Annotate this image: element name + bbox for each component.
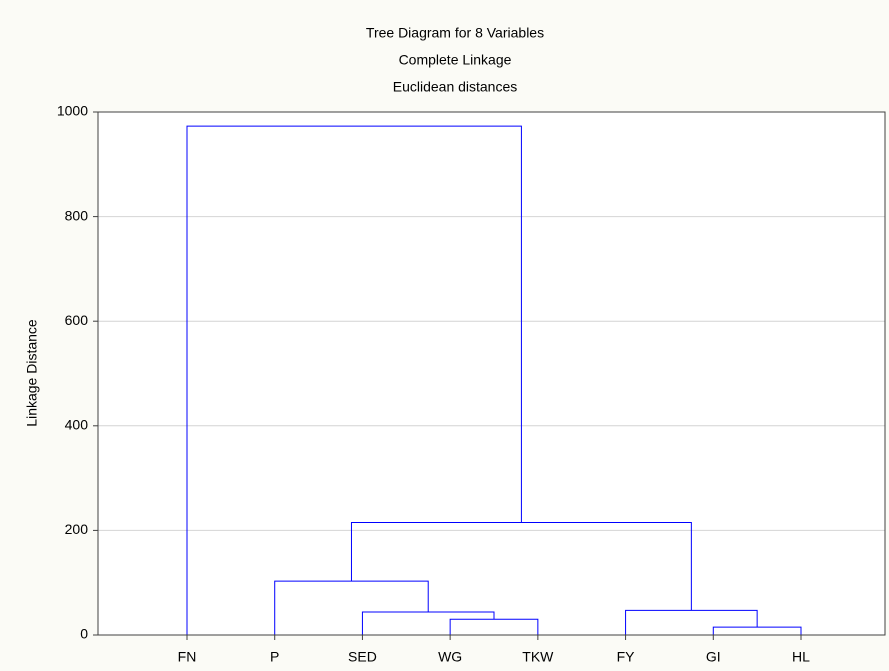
x-tick-label: SED: [348, 649, 377, 665]
x-tick-label: GI: [706, 649, 721, 665]
y-tick-label: 800: [65, 207, 89, 223]
plot-frame: [97, 111, 886, 636]
x-tick-label: P: [270, 649, 279, 665]
x-tick-label: TKW: [522, 649, 554, 665]
x-tick-label: WG: [438, 649, 462, 665]
y-tick-label: 1000: [57, 103, 88, 119]
y-axis-label: Linkage Distance: [24, 319, 40, 427]
y-tick-label: 600: [65, 312, 89, 328]
dendrogram-link: [186, 125, 522, 635]
x-tick-label: FN: [178, 649, 197, 665]
y-tick-label: 0: [80, 626, 88, 642]
plot-background: [98, 112, 885, 635]
chart-subtitle: Euclidean distances: [393, 79, 518, 95]
marks: [186, 125, 802, 635]
x-tick-label: HL: [792, 649, 810, 665]
y-tick-label: 400: [65, 417, 89, 433]
x-tick-label: FY: [617, 649, 636, 665]
chart-title: Tree Diagram for 8 Variables: [366, 25, 544, 41]
chart-subtitle: Complete Linkage: [399, 52, 512, 68]
y-tick-label: 200: [65, 521, 89, 537]
